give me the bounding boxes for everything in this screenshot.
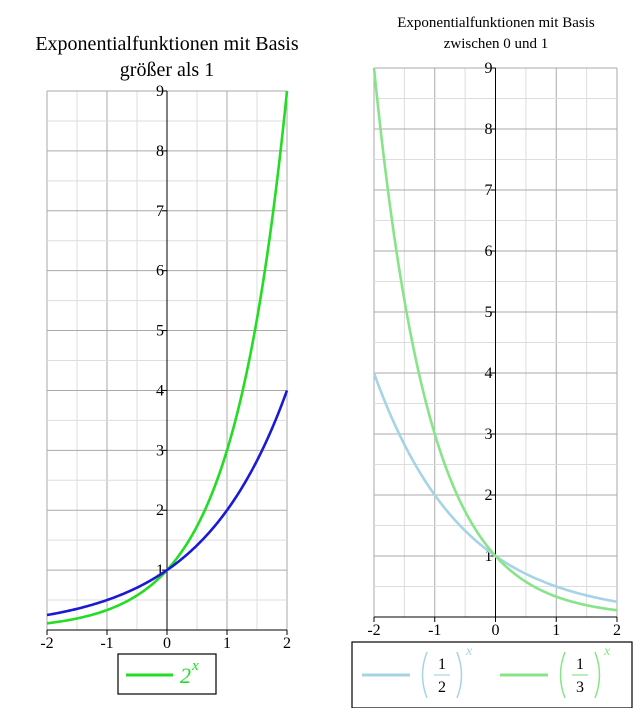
legend-paren-right [594,651,601,699]
y-tick-label: 9 [156,83,164,100]
legend-label-exponent: x [191,658,199,674]
y-tick-label: 1 [156,562,164,579]
y-tick-label: 5 [485,304,493,321]
y-tick-label: 9 [485,60,493,77]
y-tick-label: 3 [485,426,493,443]
y-tick-label: 6 [156,263,164,280]
legend-fraction-denominator: 3 [576,679,584,696]
x-tick-label: 0 [163,635,171,652]
x-tick-label: -1 [100,635,113,652]
legend-paren-left [559,651,566,699]
y-tick-label: 4 [156,382,164,399]
legend-paren-right [456,651,463,699]
legend-fraction-numerator: 1 [438,656,446,673]
y-tick-label: 2 [156,502,164,519]
chart-2: Exponentialfunktionen mit Basis zwischen … [351,15,633,708]
chart-title-line: zwischen 0 und 1 [444,36,549,52]
x-tick-label: -1 [428,622,441,639]
legend-label-base: 2 [180,663,191,688]
y-tick-label: 8 [485,121,493,138]
y-tick-label: 2 [485,487,493,504]
series-line-2 [46,389,289,617]
legend-paren-left [421,651,428,699]
y-tick-label: 7 [485,182,493,199]
x-tick-label: 1 [552,622,560,639]
y-tick-label: 5 [156,323,164,340]
chart-1: Exponentialfunktionen mit Basis größer al… [35,33,299,695]
y-tick-label: 3 [156,442,164,459]
legend-label-exponent: x [465,644,473,659]
series-line-2 [372,67,618,612]
legend: 1 2 x 1 3 x [351,641,633,708]
x-tick-label: 1 [223,635,231,652]
x-tick-label: 2 [613,622,621,639]
y-tick-label: 6 [485,243,493,260]
y-tick-label: 4 [485,365,493,382]
legend-fraction-denominator: 2 [438,679,446,696]
chart-title-line: größer als 1 [120,59,214,81]
chart-title-line: Exponentialfunktionen mit Basis [35,33,299,55]
y-tick-label: 7 [156,203,164,220]
x-tick-label: -2 [367,622,380,639]
legend-label-exponent: x [603,644,611,659]
x-tick-label: 0 [492,622,500,639]
x-tick-label: -2 [40,635,53,652]
chart-title-line: Exponentialfunktionen mit Basis [397,15,595,31]
y-tick-label: 1 [485,548,493,565]
legend-fraction-numerator: 1 [576,656,584,673]
x-tick-label: 2 [283,635,291,652]
y-tick-label: 8 [156,143,164,160]
